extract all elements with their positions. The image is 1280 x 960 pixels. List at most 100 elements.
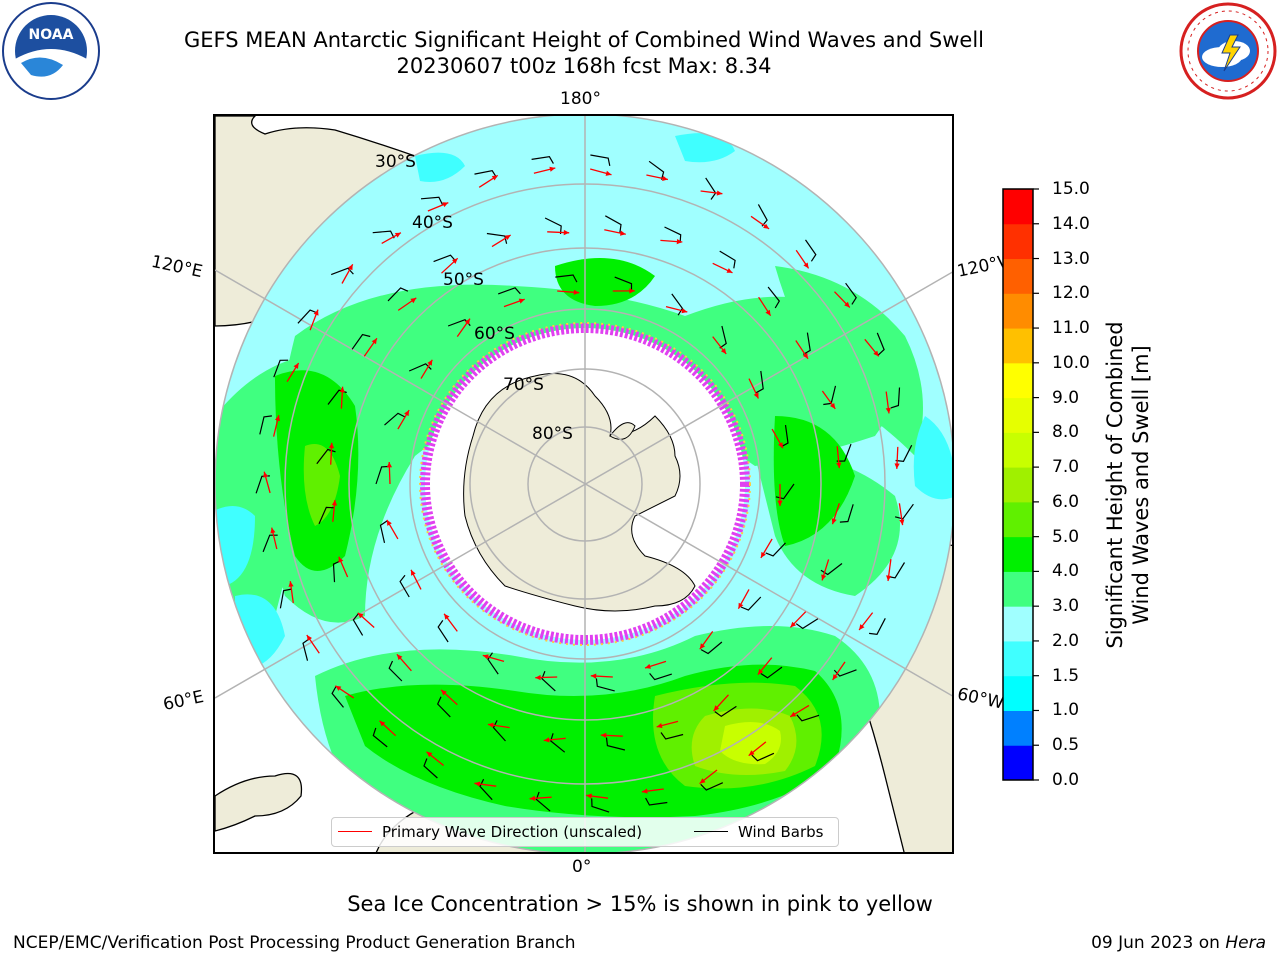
colorbar-band xyxy=(1003,362,1033,399)
wave-direction-arrowhead xyxy=(778,442,783,449)
wind-barb xyxy=(648,160,665,180)
colorbar-band xyxy=(1003,710,1033,746)
colorbar-tick-label: 1.5 xyxy=(1052,665,1080,686)
colorbar-tick-label: 7.0 xyxy=(1052,457,1080,478)
wave-direction-arrowhead xyxy=(894,463,900,469)
wind-barb xyxy=(331,686,344,708)
wind-barb xyxy=(423,758,438,779)
wind-barb xyxy=(420,196,443,205)
wave-direction-arrowhead xyxy=(487,722,494,728)
wind-barb xyxy=(262,534,278,553)
wind-barb xyxy=(316,448,336,465)
wind-barb xyxy=(869,618,886,635)
wind-barb xyxy=(719,250,736,269)
wave-direction-arrowhead xyxy=(620,230,626,236)
wind-barb xyxy=(714,705,737,718)
wave-direction-arrowhead xyxy=(726,268,733,273)
wave-direction-arrowhead xyxy=(600,732,607,738)
wind-barb xyxy=(755,370,764,394)
lon-label-60e: 60°E xyxy=(161,686,206,716)
colorbar-tick-label: 11.0 xyxy=(1052,318,1090,339)
wind-barb xyxy=(555,274,578,283)
wave-direction-arrowhead xyxy=(482,654,489,660)
wave-direction-arrowhead xyxy=(629,288,635,294)
colorbar-tick-label: 14.0 xyxy=(1052,213,1090,234)
lat-label-40s: 40°S xyxy=(412,213,453,233)
lat-label-50s: 50°S xyxy=(443,270,484,290)
legend-wind-barbs: Wind Barbs xyxy=(738,823,824,841)
wave-direction-arrowhead xyxy=(645,663,651,669)
wave-direction-arrowhead xyxy=(491,175,498,181)
wind-barb xyxy=(645,797,668,806)
nws-logo xyxy=(1179,2,1277,100)
wind-barb xyxy=(541,670,556,692)
wind-barb xyxy=(671,293,684,316)
wind-barb xyxy=(351,333,371,350)
wind-barb xyxy=(433,254,457,263)
colorbar-band xyxy=(1003,189,1033,225)
wind-barb xyxy=(876,332,885,356)
wave-direction-arrowhead xyxy=(339,386,345,393)
wind-barb xyxy=(833,669,857,677)
wave-direction-arrowhead xyxy=(790,711,797,717)
noaa-logo: NOAA xyxy=(2,2,100,100)
colorbar-tick-label: 8.0 xyxy=(1052,422,1080,443)
wave-direction-arrowhead xyxy=(586,793,592,799)
wave-direction-arrowhead xyxy=(873,350,879,357)
wave-direction-arrowhead xyxy=(338,556,344,563)
wind-barb xyxy=(544,217,562,235)
wind-barb xyxy=(590,154,611,167)
wind-barb xyxy=(375,465,390,485)
colorbar xyxy=(1002,188,1039,781)
colorbar-tick-label: 3.0 xyxy=(1052,596,1080,617)
wave-direction-arrowhead xyxy=(699,778,706,784)
wave-direction-arrowhead xyxy=(765,309,771,316)
wind-barb xyxy=(259,415,272,435)
wave-direction-arrowhead xyxy=(504,235,511,240)
polar-map xyxy=(213,114,954,854)
chart-subtitle: 20230607 t00z 168h fcst Max: 8.34 xyxy=(396,54,772,78)
wave-direction-arrowhead xyxy=(836,462,842,469)
wind-barb xyxy=(767,286,781,309)
wave-direction-arrowhead xyxy=(803,262,809,269)
wave-direction-arrowhead xyxy=(535,674,541,681)
wind-barb xyxy=(751,752,775,762)
colorbar-label-line2: Wind Waves and Swell [m] xyxy=(1129,345,1153,625)
wave-direction-arrowhead xyxy=(410,297,417,304)
wind-barb xyxy=(479,778,493,801)
wave-direction-arrowhead xyxy=(777,500,783,506)
wave-direction-arrowhead xyxy=(662,175,668,181)
wind-barb xyxy=(595,678,615,692)
lat-label-80s: 80°S xyxy=(532,424,573,444)
colorbar-tick-label: 15.0 xyxy=(1052,179,1090,199)
wave-direction-arrowhead xyxy=(331,499,338,506)
wind-barb xyxy=(399,574,410,598)
colorbar-tick-label: 5.0 xyxy=(1052,526,1080,547)
wind-barb xyxy=(614,276,633,292)
wave-direction-arrowhead xyxy=(676,239,683,245)
footer-date: 09 Jun 2023 on xyxy=(1091,933,1226,953)
wave-direction-arrowhead xyxy=(790,621,796,628)
wave-direction-arrowhead xyxy=(444,613,450,620)
chart-title: GEFS MEAN Antarctic Significant Height o… xyxy=(183,28,985,52)
colorbar-band xyxy=(1003,640,1033,677)
wave-direction-arrowhead xyxy=(474,781,481,787)
wind-barb xyxy=(436,696,451,718)
wave-direction-arrowhead xyxy=(313,309,319,316)
wave-direction-arrowhead xyxy=(328,442,335,449)
colorbar-bands xyxy=(1003,189,1033,781)
colorbar-tick-label: 4.0 xyxy=(1052,561,1080,582)
wind-barb xyxy=(486,232,508,244)
wave-direction-arrowhead xyxy=(699,643,706,650)
wave-direction-arrowhead xyxy=(830,403,836,409)
wave-direction-arrowhead xyxy=(288,581,294,587)
wind-barb xyxy=(836,443,852,462)
wave-direction-arrowhead xyxy=(760,551,766,558)
wind-barb xyxy=(474,170,498,178)
wind-barb xyxy=(531,156,554,164)
wave-direction-arrowhead xyxy=(263,471,269,478)
wind-barb xyxy=(760,666,783,679)
wind-barb xyxy=(492,720,506,742)
wind-barb xyxy=(890,387,901,409)
colorbar-band xyxy=(1003,328,1033,364)
